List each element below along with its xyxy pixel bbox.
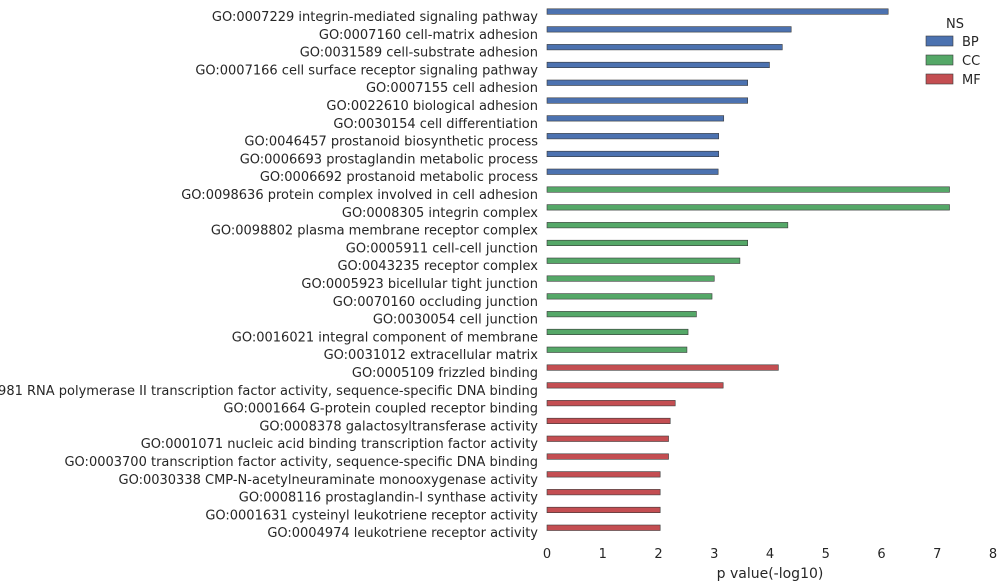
category-label: GO:0006692 prostanoid metabolic process	[260, 170, 538, 185]
x-tick-label: 8	[989, 547, 997, 562]
bar-bp	[546, 61, 770, 69]
category-label: GO:0005923 bicellular tight junction	[301, 277, 538, 292]
bar-bp	[546, 133, 720, 140]
bar-cc	[546, 328, 689, 336]
legend-swatch-bp	[925, 35, 954, 47]
bar-cc	[546, 346, 688, 353]
category-label: GO:0007229 integrin-mediated signaling p…	[212, 10, 538, 25]
category-label: GO:0001071 nucleic acid binding transcri…	[141, 437, 539, 452]
legend-swatch-cc	[925, 54, 954, 66]
x-tick-label: 1	[599, 547, 607, 562]
bar-cc	[546, 239, 748, 246]
x-axis: 0 1 2 3 4 5 6 7 8	[543, 547, 997, 562]
bar-cc	[546, 275, 715, 282]
bar-bp	[546, 115, 725, 122]
bar-bp	[546, 150, 720, 157]
bar-mf	[546, 364, 779, 371]
category-label: GO:0007155 cell adhesion	[366, 81, 538, 96]
category-label: GO:0008116 prostaglandin-I synthase acti…	[239, 491, 539, 506]
category-label: GO:0016021 integral component of membran…	[232, 330, 538, 345]
category-label: GO:0008378 galactosyltransferase activit…	[259, 419, 538, 434]
category-label: GO:0030154 cell differentiation	[333, 117, 538, 132]
x-tick-label: 5	[822, 547, 830, 562]
bar-bp	[546, 8, 889, 15]
category-label: GO:0007160 cell-matrix adhesion	[319, 28, 538, 43]
legend: NS BP CC MF	[925, 17, 981, 88]
bar-mf	[546, 471, 661, 478]
bar-cc	[546, 204, 950, 211]
category-label: GO:0046457 prostanoid biosynthetic proce…	[244, 135, 538, 150]
category-label: GO:0031012 extracellular matrix	[324, 348, 539, 363]
category-label: GO:0031589 cell-substrate adhesion	[300, 46, 538, 61]
category-label: GO:0022610 biological adhesion	[326, 99, 538, 114]
category-label: GO:0030054 cell junction	[373, 313, 538, 328]
category-label: GO:0030338 CMP-N-acetylneuraminate monoo…	[119, 473, 539, 488]
category-labels: GO:0007229 integrin-mediated signaling p…	[0, 10, 538, 541]
x-tick-label: 4	[766, 547, 774, 562]
legend-label-cc: CC	[962, 54, 980, 69]
bar-mf	[546, 506, 661, 514]
legend-swatch-mf	[925, 73, 954, 85]
category-label: GO:0001664 G-protein coupled receptor bi…	[223, 402, 538, 417]
category-label: GO:0001631 cysteinyl leukotriene recepto…	[205, 508, 538, 523]
bar-cc	[546, 311, 697, 318]
x-tick-label: 6	[877, 547, 885, 562]
bar-mf	[546, 524, 661, 531]
category-label: GO:0005109 frizzled binding	[352, 366, 538, 381]
x-axis-title: p value(-log10)	[717, 566, 824, 582]
category-label: GO:0098636 protein complex involved in c…	[181, 188, 538, 203]
category-label: GO:0005911 cell-cell junction	[346, 241, 538, 256]
x-tick-label: 0	[543, 547, 551, 562]
bar-cc	[546, 186, 950, 193]
legend-label-bp: BP	[962, 35, 979, 50]
category-label: GO:0007166 cell surface receptor signali…	[195, 63, 538, 78]
bar-cc	[546, 222, 789, 229]
bar-mf	[546, 382, 724, 389]
bar-bp	[546, 26, 792, 33]
bar-bp	[546, 97, 748, 104]
legend-label-mf: MF	[962, 73, 981, 88]
bar-bp	[546, 79, 748, 86]
x-tick-label: 2	[654, 547, 662, 562]
bar-mf	[546, 453, 669, 460]
legend-title: NS	[946, 17, 964, 32]
x-tick-label: 7	[933, 547, 941, 562]
category-label: GO:0006693 prostaglandin metabolic proce…	[240, 152, 539, 167]
category-label: GO:0070160 occluding junction	[333, 295, 538, 310]
bar-mf	[546, 417, 671, 425]
bar-bp	[546, 168, 719, 175]
bar-mf	[546, 400, 676, 407]
bar-cc	[546, 293, 713, 300]
category-label: GO:0000981 RNA polymerase II transcripti…	[0, 384, 538, 399]
category-label: GO:0098802 plasma membrane receptor comp…	[211, 224, 538, 239]
bar-mf	[546, 435, 669, 442]
category-label: GO:0008305 integrin complex	[342, 206, 538, 221]
category-label: GO:0004974 leukotriene receptor activity	[267, 526, 538, 541]
category-label: GO:0003700 transcription factor activity…	[64, 455, 538, 470]
bar-mf	[546, 489, 661, 496]
bar-cc	[546, 257, 741, 264]
x-tick-label: 3	[710, 547, 718, 562]
category-label: GO:0043235 receptor complex	[337, 259, 538, 274]
bars	[546, 8, 950, 531]
bar-bp	[546, 44, 783, 51]
